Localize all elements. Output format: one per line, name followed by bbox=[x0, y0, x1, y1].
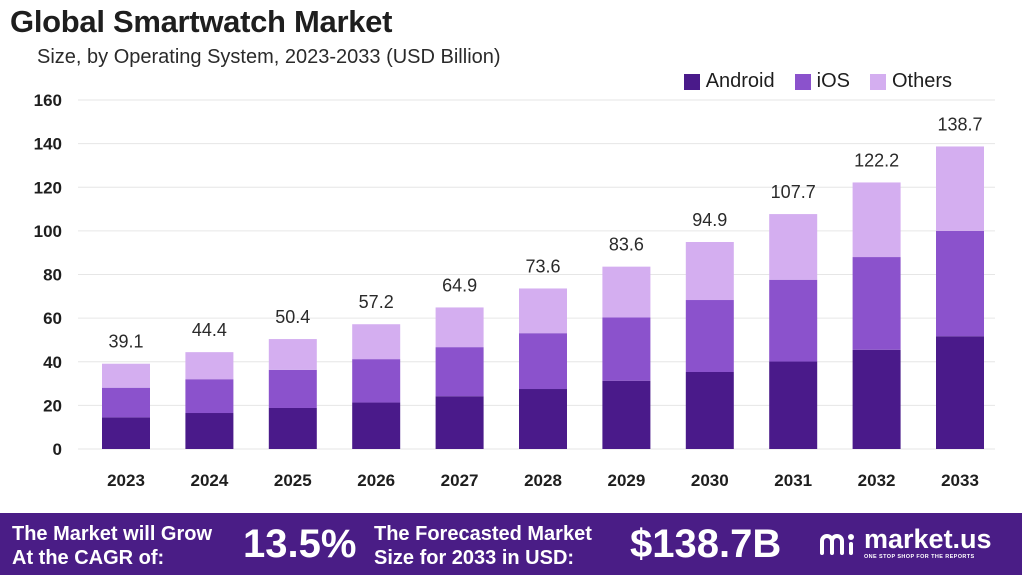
bar-segment-android bbox=[102, 417, 150, 449]
x-tick-label: 2024 bbox=[190, 471, 228, 490]
bar-segment-others bbox=[185, 352, 234, 380]
bar-segment-others bbox=[268, 339, 317, 370]
brand-tagline: ONE STOP SHOP FOR THE REPORTS bbox=[864, 554, 975, 560]
bar-total-label: 94.9 bbox=[692, 210, 727, 230]
bar-total-label: 83.6 bbox=[609, 235, 644, 255]
bar-total-label: 122.2 bbox=[854, 150, 899, 170]
bar-total-label: 64.9 bbox=[442, 275, 477, 295]
brand-name: market.us bbox=[864, 524, 992, 554]
y-tick-label: 100 bbox=[34, 222, 62, 241]
forecast-value: $138.7B bbox=[630, 522, 782, 566]
bar-segment-ios bbox=[769, 279, 818, 362]
bar-segment-android bbox=[852, 349, 901, 449]
legend-item-others: Others bbox=[869, 70, 952, 93]
x-tick-label: 2025 bbox=[274, 471, 312, 490]
bar-segment-ios bbox=[602, 317, 651, 381]
legend-swatch-android bbox=[683, 73, 700, 90]
legend-swatch-ios bbox=[794, 73, 811, 90]
bar-segment-ios bbox=[352, 359, 401, 403]
legend-swatch-others bbox=[869, 73, 886, 90]
x-tick-label: 2032 bbox=[858, 471, 896, 490]
chart-legend: Android iOS Others bbox=[683, 70, 952, 93]
y-tick-label: 60 bbox=[43, 309, 62, 328]
bar-segment-others bbox=[519, 288, 567, 334]
bar-total-label: 138.7 bbox=[937, 114, 982, 134]
y-tick-label: 160 bbox=[34, 91, 62, 110]
bar-total-label: 73.6 bbox=[525, 256, 560, 276]
bar-segment-others bbox=[352, 324, 401, 360]
footer-banner: The Market will Grow At the CAGR of: 13.… bbox=[0, 513, 1022, 575]
bar-segment-others bbox=[685, 241, 734, 301]
bar-segment-android bbox=[936, 336, 984, 449]
y-tick-label: 80 bbox=[43, 266, 62, 285]
brand: market.us ONE STOP SHOP FOR THE REPORTS bbox=[818, 525, 992, 561]
x-tick-label: 2023 bbox=[107, 471, 145, 490]
bar-segment-others bbox=[769, 214, 818, 280]
forecast-label-line1: The Forecasted Market bbox=[374, 523, 592, 545]
bar-segment-android bbox=[435, 396, 484, 449]
x-tick-label: 2031 bbox=[774, 471, 812, 490]
bar-segment-others bbox=[852, 182, 901, 258]
y-tick-label: 0 bbox=[53, 440, 62, 459]
bar-segment-ios bbox=[852, 257, 901, 350]
bar-segment-ios bbox=[185, 379, 234, 414]
bar-segment-ios bbox=[102, 387, 150, 418]
bar-segment-android bbox=[519, 389, 567, 449]
bar-segment-ios bbox=[685, 300, 734, 373]
bar-segment-ios bbox=[519, 333, 567, 390]
bar-segment-others bbox=[602, 266, 651, 318]
x-tick-label: 2029 bbox=[607, 471, 645, 490]
legend-item-ios: iOS bbox=[794, 70, 850, 93]
x-tick-label: 2027 bbox=[441, 471, 479, 490]
legend-item-android: Android bbox=[683, 70, 775, 93]
bar-total-label: 39.1 bbox=[108, 332, 143, 352]
x-tick-label: 2028 bbox=[524, 471, 562, 490]
bar-segment-others bbox=[102, 363, 150, 388]
bar-segment-android bbox=[602, 380, 651, 449]
legend-label-android: Android bbox=[705, 70, 775, 92]
bar-segment-android bbox=[352, 402, 401, 449]
bar-segment-android bbox=[769, 361, 818, 449]
bar-segment-ios bbox=[268, 369, 317, 408]
bar-segment-others bbox=[936, 146, 984, 231]
legend-label-others: Others bbox=[891, 70, 952, 92]
y-tick-label: 40 bbox=[43, 353, 62, 372]
y-tick-label: 120 bbox=[34, 178, 62, 197]
forecast-label-line2: Size for 2033 in USD: bbox=[374, 547, 575, 569]
bar-total-label: 107.7 bbox=[771, 182, 816, 202]
legend-label-ios: iOS bbox=[816, 70, 850, 92]
bar-segment-ios bbox=[936, 230, 984, 337]
market-us-logo-icon bbox=[820, 534, 854, 555]
x-tick-label: 2033 bbox=[941, 471, 979, 490]
stacked-bar-chart: 0 20 40 60 80 100 120 140 160 39.1 2023 44.4 2024 50.… bbox=[34, 91, 995, 490]
bar-segment-ios bbox=[435, 347, 484, 397]
cagr-label-line1: The Market will Grow bbox=[12, 523, 213, 545]
x-tick-label: 2030 bbox=[691, 471, 729, 490]
chart-title: Global Smartwatch Market bbox=[10, 4, 393, 39]
bar-segment-android bbox=[268, 407, 317, 449]
bar-segment-others bbox=[435, 307, 484, 348]
y-tick-label: 20 bbox=[43, 396, 62, 415]
bar-segment-android bbox=[685, 372, 734, 449]
x-tick-label: 2026 bbox=[357, 471, 395, 490]
bar-total-label: 44.4 bbox=[192, 320, 227, 340]
cagr-label-line2: At the CAGR of: bbox=[12, 547, 165, 569]
chart-subtitle: Size, by Operating System, 2023-2033 (US… bbox=[37, 46, 501, 68]
bar-segment-android bbox=[185, 413, 234, 449]
bar-total-label: 50.4 bbox=[275, 307, 310, 327]
y-tick-label: 140 bbox=[34, 135, 62, 154]
bar-total-label: 57.2 bbox=[359, 292, 394, 312]
cagr-value: 13.5% bbox=[243, 522, 357, 566]
